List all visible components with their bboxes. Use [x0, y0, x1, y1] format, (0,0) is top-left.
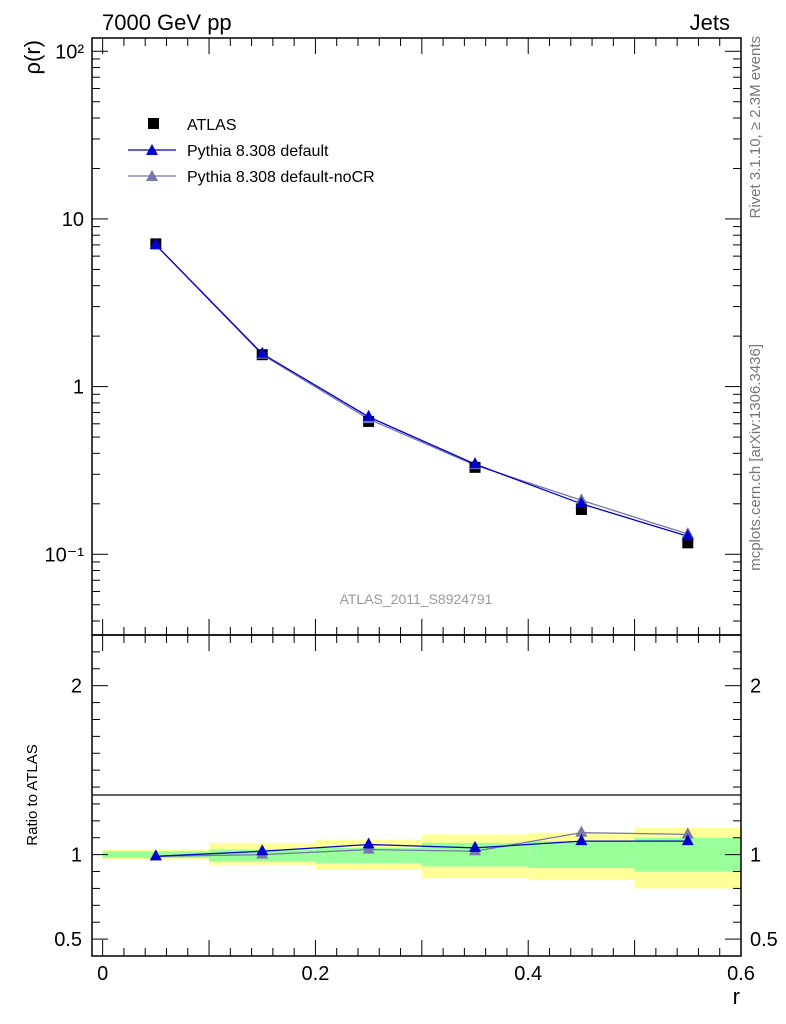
main-y-tick-label: 10² [55, 41, 84, 63]
mcplots-label: mcplots.cern.ch [arXiv:1306.3436] [747, 344, 764, 571]
main-point-pythia-default [362, 409, 375, 421]
ratio-line-pythia-default [155, 840, 688, 857]
main-y-tick-label: 1 [73, 377, 84, 399]
legend: ATLAS Pythia 8.308 default Pythia 8.308 … [128, 117, 375, 186]
legend-label-pythia-default: Pythia 8.308 default [187, 143, 329, 160]
ratio-point-pythia-default [256, 844, 269, 856]
main-y-tick-label: 10 [62, 209, 84, 231]
main-point-pythia-default [575, 496, 588, 508]
ratio-point-pythia-default [469, 840, 482, 852]
analysis-label: ATLAS_2011_S8924791 [340, 591, 493, 607]
x-axis-label: r [733, 984, 740, 1009]
legend-label-pythia-nocr: Pythia 8.308 default-noCR [187, 169, 375, 186]
ratio-band-green [315, 847, 422, 864]
ratio-point-pythia-default [681, 834, 694, 846]
x-tick-label: 0.4 [514, 963, 542, 985]
ratio-band-green [528, 841, 635, 869]
main-line-pythia-nocr [155, 244, 689, 535]
header-right: Jets [690, 10, 730, 35]
rivet-label: Rivet 3.1.10, ≥ 2.3M events [747, 36, 764, 219]
legend-label-atlas: ATLAS [187, 117, 237, 134]
legend-entry-pythia-default: Pythia 8.308 default [128, 143, 329, 160]
main-y-tick-label: 10⁻¹ [45, 544, 85, 566]
main-line-pythia-default [155, 244, 688, 537]
header-left: 7000 GeV pp [102, 10, 232, 35]
ratio-point-pythia-nocr [575, 825, 588, 837]
ratio-point-pythia-default [362, 837, 375, 849]
ratio-series [149, 825, 694, 861]
main-point-pythia-default [469, 457, 482, 469]
ratio-y-axis-label: Ratio to ATLAS [24, 744, 41, 845]
legend-marker-triangle-nocr [146, 170, 158, 181]
ratio-y-tick-label-right: 0.5 [750, 929, 778, 951]
legend-entry-pythia-nocr: Pythia 8.308 default-noCR [128, 169, 375, 186]
ratio-uncertainty-bands [102, 827, 741, 889]
x-tick-label: 0 [97, 963, 108, 985]
main-point-pythia-default [681, 529, 694, 541]
legend-marker-square [148, 118, 159, 129]
main-point-atlas [575, 503, 587, 515]
main-y-axis-label: ρ(r) [20, 40, 45, 75]
ratio-y-tick-label: 0.5 [54, 929, 82, 951]
ratio-y-tick-label: 2 [71, 676, 82, 698]
main-axis-ticks: 10⁻¹ 1 10 10² [45, 38, 742, 635]
ratio-y-tick-label: 1 [71, 845, 82, 867]
legend-entry-atlas: ATLAS [148, 117, 237, 134]
ratio-point-pythia-default [149, 849, 162, 861]
ratio-line-pythia-nocr [155, 832, 688, 857]
main-point-atlas [682, 537, 694, 549]
ratio-y-tick-label-right: 1 [750, 845, 761, 867]
x-tick-label: 0.6 [727, 963, 755, 985]
ratio-plot-frame [91, 634, 742, 957]
main-point-pythia-default [256, 346, 269, 358]
ratio-y-tick-label-right: 2 [750, 676, 761, 698]
ratio-point-pythia-default [575, 834, 588, 846]
legend-marker-triangle-default [146, 144, 158, 155]
ratio-axis-ticks: 0.5 0.5 1 1 2 2 0 0.2 0.4 0.6 [54, 634, 778, 985]
x-tick-label: 0.2 [302, 963, 330, 985]
main-series [149, 237, 694, 549]
ratio-point-pythia-nocr [681, 827, 694, 839]
main-point-pythia-default [149, 237, 162, 249]
